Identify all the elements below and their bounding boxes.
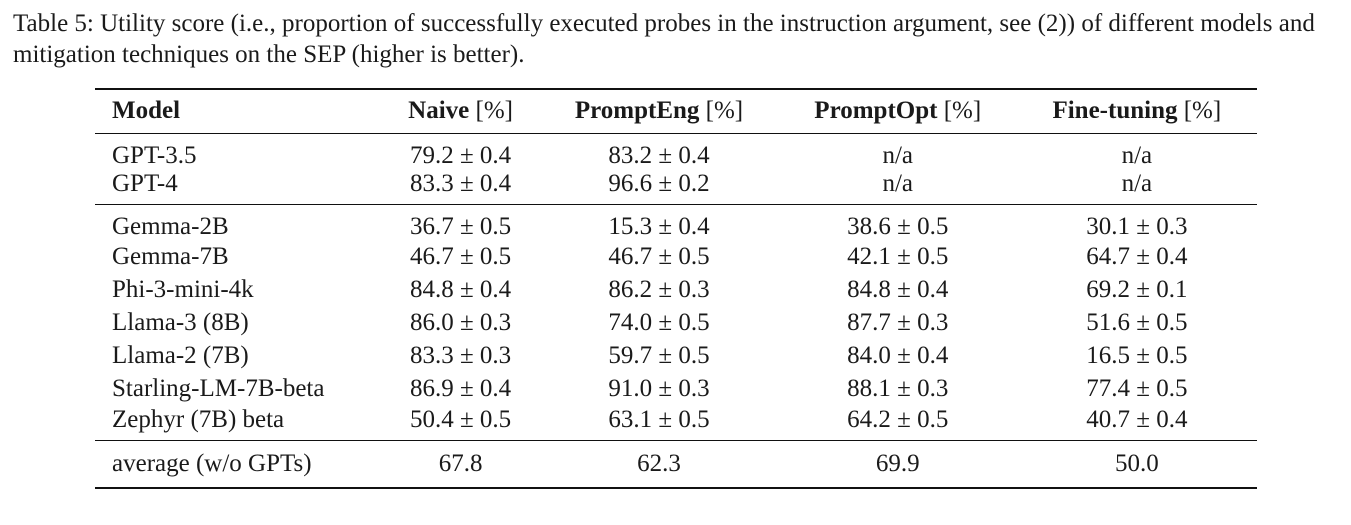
prompteng-value: 15.3 ± 0.4	[608, 212, 710, 240]
header-model: Model	[95, 88, 382, 134]
prompteng-value: 96.6 ± 0.2	[539, 169, 779, 205]
prompteng-value: 46.7 ± 0.5	[608, 243, 710, 270]
table-row: GPT-4 83.3 ± 0.4 96.6 ± 0.2 n/a n/a	[95, 169, 1257, 205]
finetuning-value: n/a	[1016, 169, 1257, 205]
naive-value: 84.8 ± 0.4	[409, 276, 512, 303]
finetuning-value: 40.7 ± 0.4	[1016, 405, 1257, 441]
open-model-rows-group: Gemma-2B 36.7 ± 0.5 15.3 ± 0.4 38.6 ± 0.…	[95, 204, 1257, 441]
prompteng-value: 86.2 ± 0.3	[608, 276, 710, 303]
table-row: Phi-3-mini-4k 84.8 ± 0.4 86.2 ± 0.3 84.8…	[95, 274, 1257, 307]
model-name: GPT-3.5	[112, 141, 197, 169]
model-name: Starling-LM-7B-beta	[112, 375, 325, 402]
finetuning-value: 51.6 ± 0.5	[1086, 309, 1188, 336]
promptopt-value: n/a	[778, 169, 1017, 205]
naive-average: 67.8	[382, 440, 540, 489]
prompteng-average: 62.3	[539, 440, 779, 489]
promptopt-value: 38.6 ± 0.5	[847, 212, 949, 240]
model-name: Gemma-7B	[112, 243, 229, 270]
prompteng-value: 91.0 ± 0.3	[608, 375, 710, 402]
prompteng-value: 63.1 ± 0.5	[539, 405, 779, 441]
finetuning-average: 50.0	[1016, 440, 1257, 489]
model-name: Llama-3 (8B)	[112, 309, 249, 336]
table-row: Llama-2 (7B) 83.3 ± 0.3 59.7 ± 0.5 84.0 …	[95, 340, 1257, 373]
header-prompteng: PromptEng [%]	[539, 88, 779, 134]
promptopt-value: 64.2 ± 0.5	[778, 405, 1017, 441]
average-label: average (w/o GPTs)	[95, 440, 382, 489]
model-name: Llama-2 (7B)	[112, 342, 249, 369]
utility-score-table: Model Naive [%] PromptEng [%] PromptOpt …	[95, 88, 1257, 489]
table-caption: Table 5: Utility score (i.e., proportion…	[13, 10, 1315, 68]
promptopt-value: 87.7 ± 0.3	[847, 309, 949, 336]
header-finetuning: Fine-tuning [%]	[1016, 88, 1257, 134]
naive-value: 36.7 ± 0.5	[409, 212, 512, 240]
finetuning-value: n/a	[1121, 141, 1153, 169]
finetuning-value: 30.1 ± 0.3	[1086, 212, 1188, 240]
naive-value: 46.7 ± 0.5	[409, 243, 512, 270]
naive-value: 50.4 ± 0.5	[382, 405, 540, 441]
naive-value: 86.9 ± 0.4	[409, 375, 512, 402]
model-name: Gemma-2B	[112, 212, 229, 240]
naive-value: 83.3 ± 0.3	[409, 342, 512, 369]
promptopt-value: 42.1 ± 0.5	[847, 243, 949, 270]
prompteng-value: 74.0 ± 0.5	[608, 309, 710, 336]
prompteng-value: 83.2 ± 0.4	[608, 141, 710, 169]
naive-value: 79.2 ± 0.4	[409, 141, 512, 169]
table-header-row: Model Naive [%] PromptEng [%] PromptOpt …	[95, 88, 1257, 134]
promptopt-value: 88.1 ± 0.3	[847, 375, 949, 402]
finetuning-value: 16.5 ± 0.5	[1086, 342, 1188, 369]
promptopt-value: 84.8 ± 0.4	[847, 276, 949, 303]
naive-value: 86.0 ± 0.3	[409, 309, 512, 336]
model-name: Phi-3-mini-4k	[112, 276, 254, 303]
gpt-rows-group: GPT-3.5 79.2 ± 0.4 83.2 ± 0.4 n/a n/a GP…	[95, 133, 1257, 205]
finetuning-value: 69.2 ± 0.1	[1086, 276, 1188, 303]
table-row: Gemma-2B 36.7 ± 0.5 15.3 ± 0.4 38.6 ± 0.…	[95, 204, 1257, 241]
promptopt-value: 84.0 ± 0.4	[847, 342, 949, 369]
model-name: Zephyr (7B) beta	[95, 405, 382, 441]
prompteng-value: 59.7 ± 0.5	[608, 342, 710, 369]
model-name: GPT-4	[95, 169, 382, 205]
average-row: average (w/o GPTs) 67.8 62.3 69.9 50.0	[95, 440, 1257, 489]
header-naive: Naive [%]	[382, 88, 540, 134]
promptopt-average: 69.9	[778, 440, 1017, 489]
table-row: Starling-LM-7B-beta 86.9 ± 0.4 91.0 ± 0.…	[95, 373, 1257, 406]
promptopt-value: n/a	[882, 141, 914, 169]
finetuning-value: 77.4 ± 0.5	[1086, 375, 1188, 402]
table-row: Gemma-7B 46.7 ± 0.5 46.7 ± 0.5 42.1 ± 0.…	[95, 241, 1257, 274]
header-promptopt: PromptOpt [%]	[778, 88, 1017, 134]
table-row: Llama-3 (8B) 86.0 ± 0.3 74.0 ± 0.5 87.7 …	[95, 307, 1257, 340]
table-row: GPT-3.5 79.2 ± 0.4 83.2 ± 0.4 n/a n/a	[95, 133, 1257, 170]
table-row: Zephyr (7B) beta 50.4 ± 0.5 63.1 ± 0.5 6…	[95, 405, 1257, 441]
naive-value: 83.3 ± 0.4	[382, 169, 540, 205]
finetuning-value: 64.7 ± 0.4	[1086, 243, 1188, 270]
